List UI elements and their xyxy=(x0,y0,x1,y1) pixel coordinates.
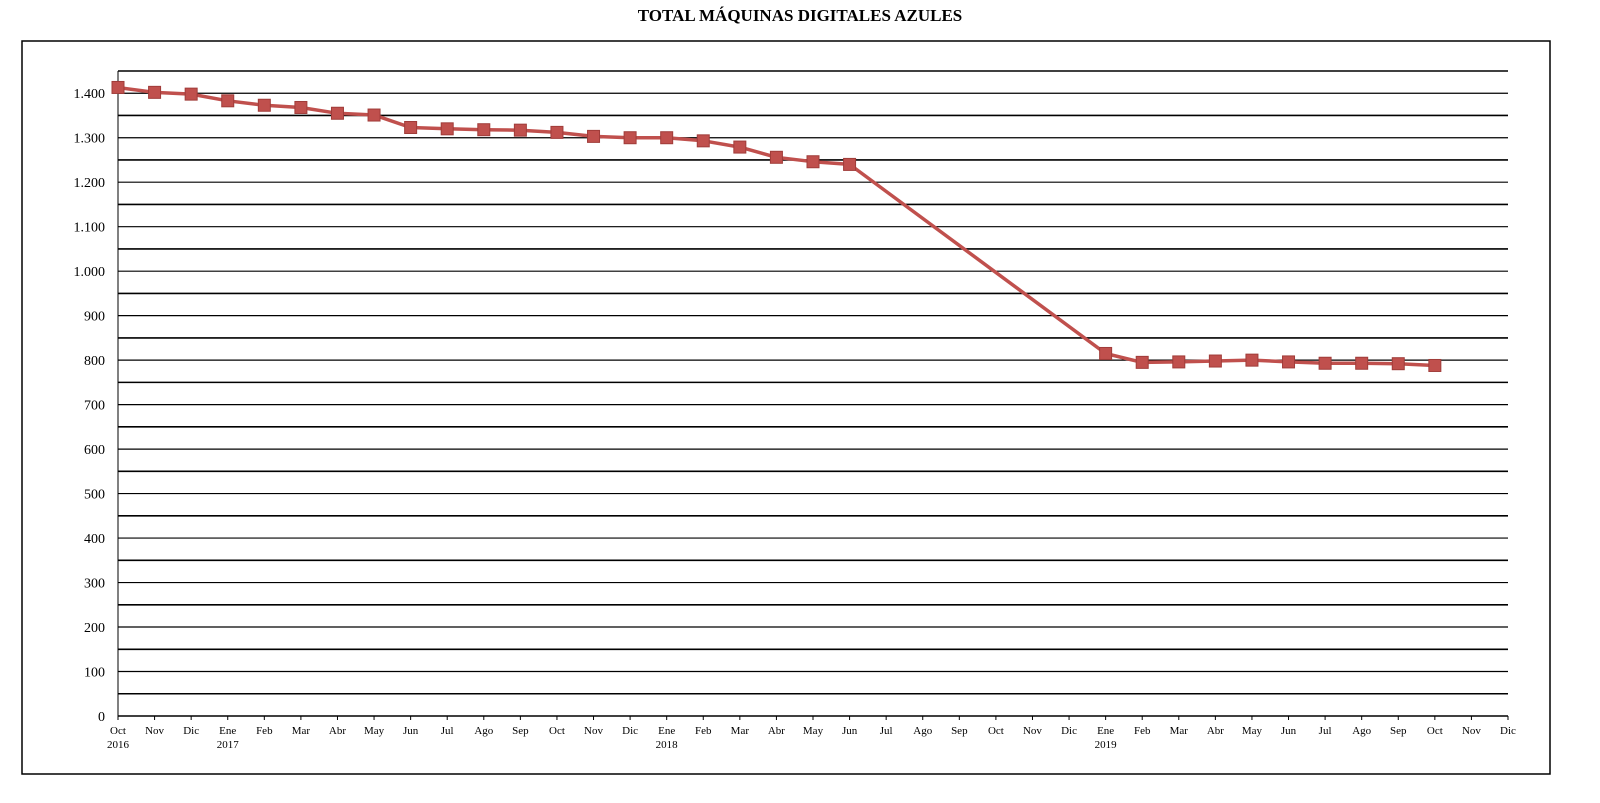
data-point-marker xyxy=(550,125,564,139)
y-axis-ticks: 0 100 200 300 400 500 600 700 800 900 1.000 1.100 1.… xyxy=(74,87,106,725)
x-tick-label: Abr xyxy=(768,725,785,737)
x-tick-label: Ago xyxy=(1352,725,1371,737)
x-year-label: 2018 xyxy=(656,739,679,751)
data-point-marker xyxy=(1282,355,1296,369)
x-tick-label: Oct xyxy=(1427,725,1443,737)
x-year-label: 2017 xyxy=(217,739,240,751)
x-tick-label: Jun xyxy=(1281,725,1297,737)
x-tick-label: Dic xyxy=(622,725,638,737)
x-tick-label: Feb xyxy=(256,725,273,737)
data-point-marker xyxy=(1208,354,1222,368)
y-tick-label: 300 xyxy=(84,577,105,592)
x-tick-label: Ago xyxy=(474,725,493,737)
x-tick-label: Ene xyxy=(1097,725,1114,737)
x-tick-label: Ene xyxy=(658,725,675,737)
data-point-marker xyxy=(1428,358,1442,372)
data-point-marker xyxy=(184,87,198,101)
x-tick-label: Feb xyxy=(695,725,712,737)
x-tick-label: Nov xyxy=(1462,725,1481,737)
data-point-marker xyxy=(1135,355,1149,369)
data-point-marker xyxy=(1099,346,1113,360)
x-tick-label: Nov xyxy=(145,725,164,737)
x-tick-label: Jun xyxy=(842,725,858,737)
data-point-marker xyxy=(733,140,747,154)
x-tick-label: Sep xyxy=(951,725,968,737)
x-tick-label: May xyxy=(1242,725,1263,737)
data-point-marker xyxy=(1172,355,1186,369)
x-tick-label: Mar xyxy=(292,725,311,737)
data-point-marker xyxy=(477,123,491,137)
y-tick-label: 1.000 xyxy=(74,265,106,280)
data-point-marker xyxy=(696,134,710,148)
x-tick-label: Jul xyxy=(441,725,454,737)
y-tick-label: 200 xyxy=(84,621,105,636)
y-tick-label: 500 xyxy=(84,488,105,503)
data-point-marker xyxy=(111,80,125,94)
data-point-marker xyxy=(1318,356,1332,370)
data-point-marker xyxy=(367,108,381,122)
x-tick-label: Nov xyxy=(1023,725,1042,737)
y-tick-label: 1.200 xyxy=(74,176,106,191)
x-tick-label: Mar xyxy=(731,725,750,737)
data-point-marker xyxy=(513,123,527,137)
x-tick-label: Mar xyxy=(1170,725,1189,737)
y-tick-label: 900 xyxy=(84,310,105,325)
y-tick-label: 700 xyxy=(84,399,105,414)
data-point-marker xyxy=(257,98,271,112)
data-point-marker xyxy=(587,129,601,143)
y-tick-label: 1.400 xyxy=(74,87,106,102)
y-tick-label: 100 xyxy=(84,666,105,681)
x-tick-label: Ago xyxy=(913,725,932,737)
data-point-marker xyxy=(1245,353,1259,367)
y-tick-label: 0 xyxy=(98,710,105,725)
x-tick-label: Jun xyxy=(403,725,419,737)
x-axis: Oct Nov Dic Ene Feb Mar Abr May Jun Jul Ago Sep Oct N… xyxy=(107,71,1516,751)
y-tick-label: 800 xyxy=(84,354,105,369)
x-tick-label: Feb xyxy=(1134,725,1151,737)
data-point-marker xyxy=(404,120,418,134)
series-line xyxy=(111,80,1442,372)
data-point-marker xyxy=(843,157,857,171)
data-point-marker xyxy=(221,94,235,108)
x-tick-label: Dic xyxy=(183,725,199,737)
x-tick-label: Ene xyxy=(219,725,236,737)
x-tick-label: Nov xyxy=(584,725,603,737)
x-tick-label: Oct xyxy=(988,725,1004,737)
x-tick-label: Dic xyxy=(1500,725,1516,737)
data-point-marker xyxy=(769,150,783,164)
x-tick-label: Sep xyxy=(512,725,529,737)
x-tick-label: Abr xyxy=(1207,725,1224,737)
x-year-label: 2016 xyxy=(107,739,130,751)
x-tick-label: Sep xyxy=(1390,725,1407,737)
data-point-marker xyxy=(623,131,637,145)
data-point-marker xyxy=(1355,356,1369,370)
chart-border xyxy=(21,40,1551,775)
y-tick-label: 1.100 xyxy=(74,221,106,236)
x-tick-label: Jul xyxy=(880,725,893,737)
chart-title: TOTAL MÁQUINAS DIGITALES AZULES xyxy=(637,6,963,25)
y-tick-label: 600 xyxy=(84,443,105,458)
data-point-marker xyxy=(806,155,820,169)
data-point-marker xyxy=(148,85,162,99)
x-tick-label: May xyxy=(803,725,824,737)
data-point-marker xyxy=(660,131,674,145)
x-tick-label: Oct xyxy=(110,725,126,737)
data-point-marker xyxy=(1391,357,1405,371)
y-tick-label: 1.300 xyxy=(74,132,106,147)
x-year-label: 2019 xyxy=(1095,739,1118,751)
x-tick-label: Jul xyxy=(1319,725,1332,737)
data-point-marker xyxy=(294,100,308,114)
x-tick-label: Oct xyxy=(549,725,565,737)
y-tick-label: 400 xyxy=(84,532,105,547)
x-tick-label: May xyxy=(364,725,385,737)
x-tick-label: Abr xyxy=(329,725,346,737)
data-point-marker xyxy=(330,106,344,120)
x-tick-label: Dic xyxy=(1061,725,1077,737)
data-point-marker xyxy=(440,122,454,136)
